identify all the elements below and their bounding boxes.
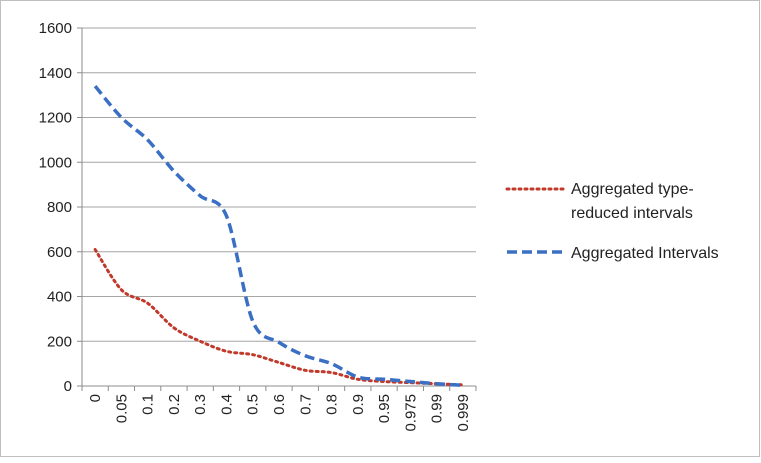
y-tick-label: 200 [47,333,72,350]
x-tick-label: 0.4 [218,394,235,415]
x-tick-label: 0.1 [140,394,157,415]
y-tick-label: 1000 [39,154,72,171]
x-tick-label: 0.975 [402,394,419,432]
y-tick-label: 1200 [39,110,72,127]
x-tick-label: 0.95 [376,394,393,423]
y-tick-label: 0 [64,378,72,395]
y-tick-label: 400 [47,289,72,306]
y-tick-label: 1400 [39,65,72,82]
x-tick-label: 0.6 [271,394,288,415]
x-tick-label: 0.99 [429,394,446,423]
x-tick-label: 0 [87,394,104,402]
x-tick-label: 0.7 [297,394,314,415]
x-tick-label: 0.999 [455,394,472,432]
legend-label-0: Aggregated type- [571,181,694,198]
legend-label-0: reduced intervals [571,205,693,222]
x-tick-label: 0.05 [113,394,130,423]
y-tick-label: 600 [47,244,72,261]
x-tick-label: 0.5 [245,394,262,415]
legend-label-1: Aggregated Intervals [571,245,719,262]
x-tick-label: 0.3 [192,394,209,415]
x-tick-label: 0.2 [166,394,183,415]
y-tick-label: 1600 [39,20,72,37]
x-tick-label: 0.9 [350,394,367,415]
x-tick-label: 0.8 [324,394,341,415]
y-tick-label: 800 [47,199,72,216]
